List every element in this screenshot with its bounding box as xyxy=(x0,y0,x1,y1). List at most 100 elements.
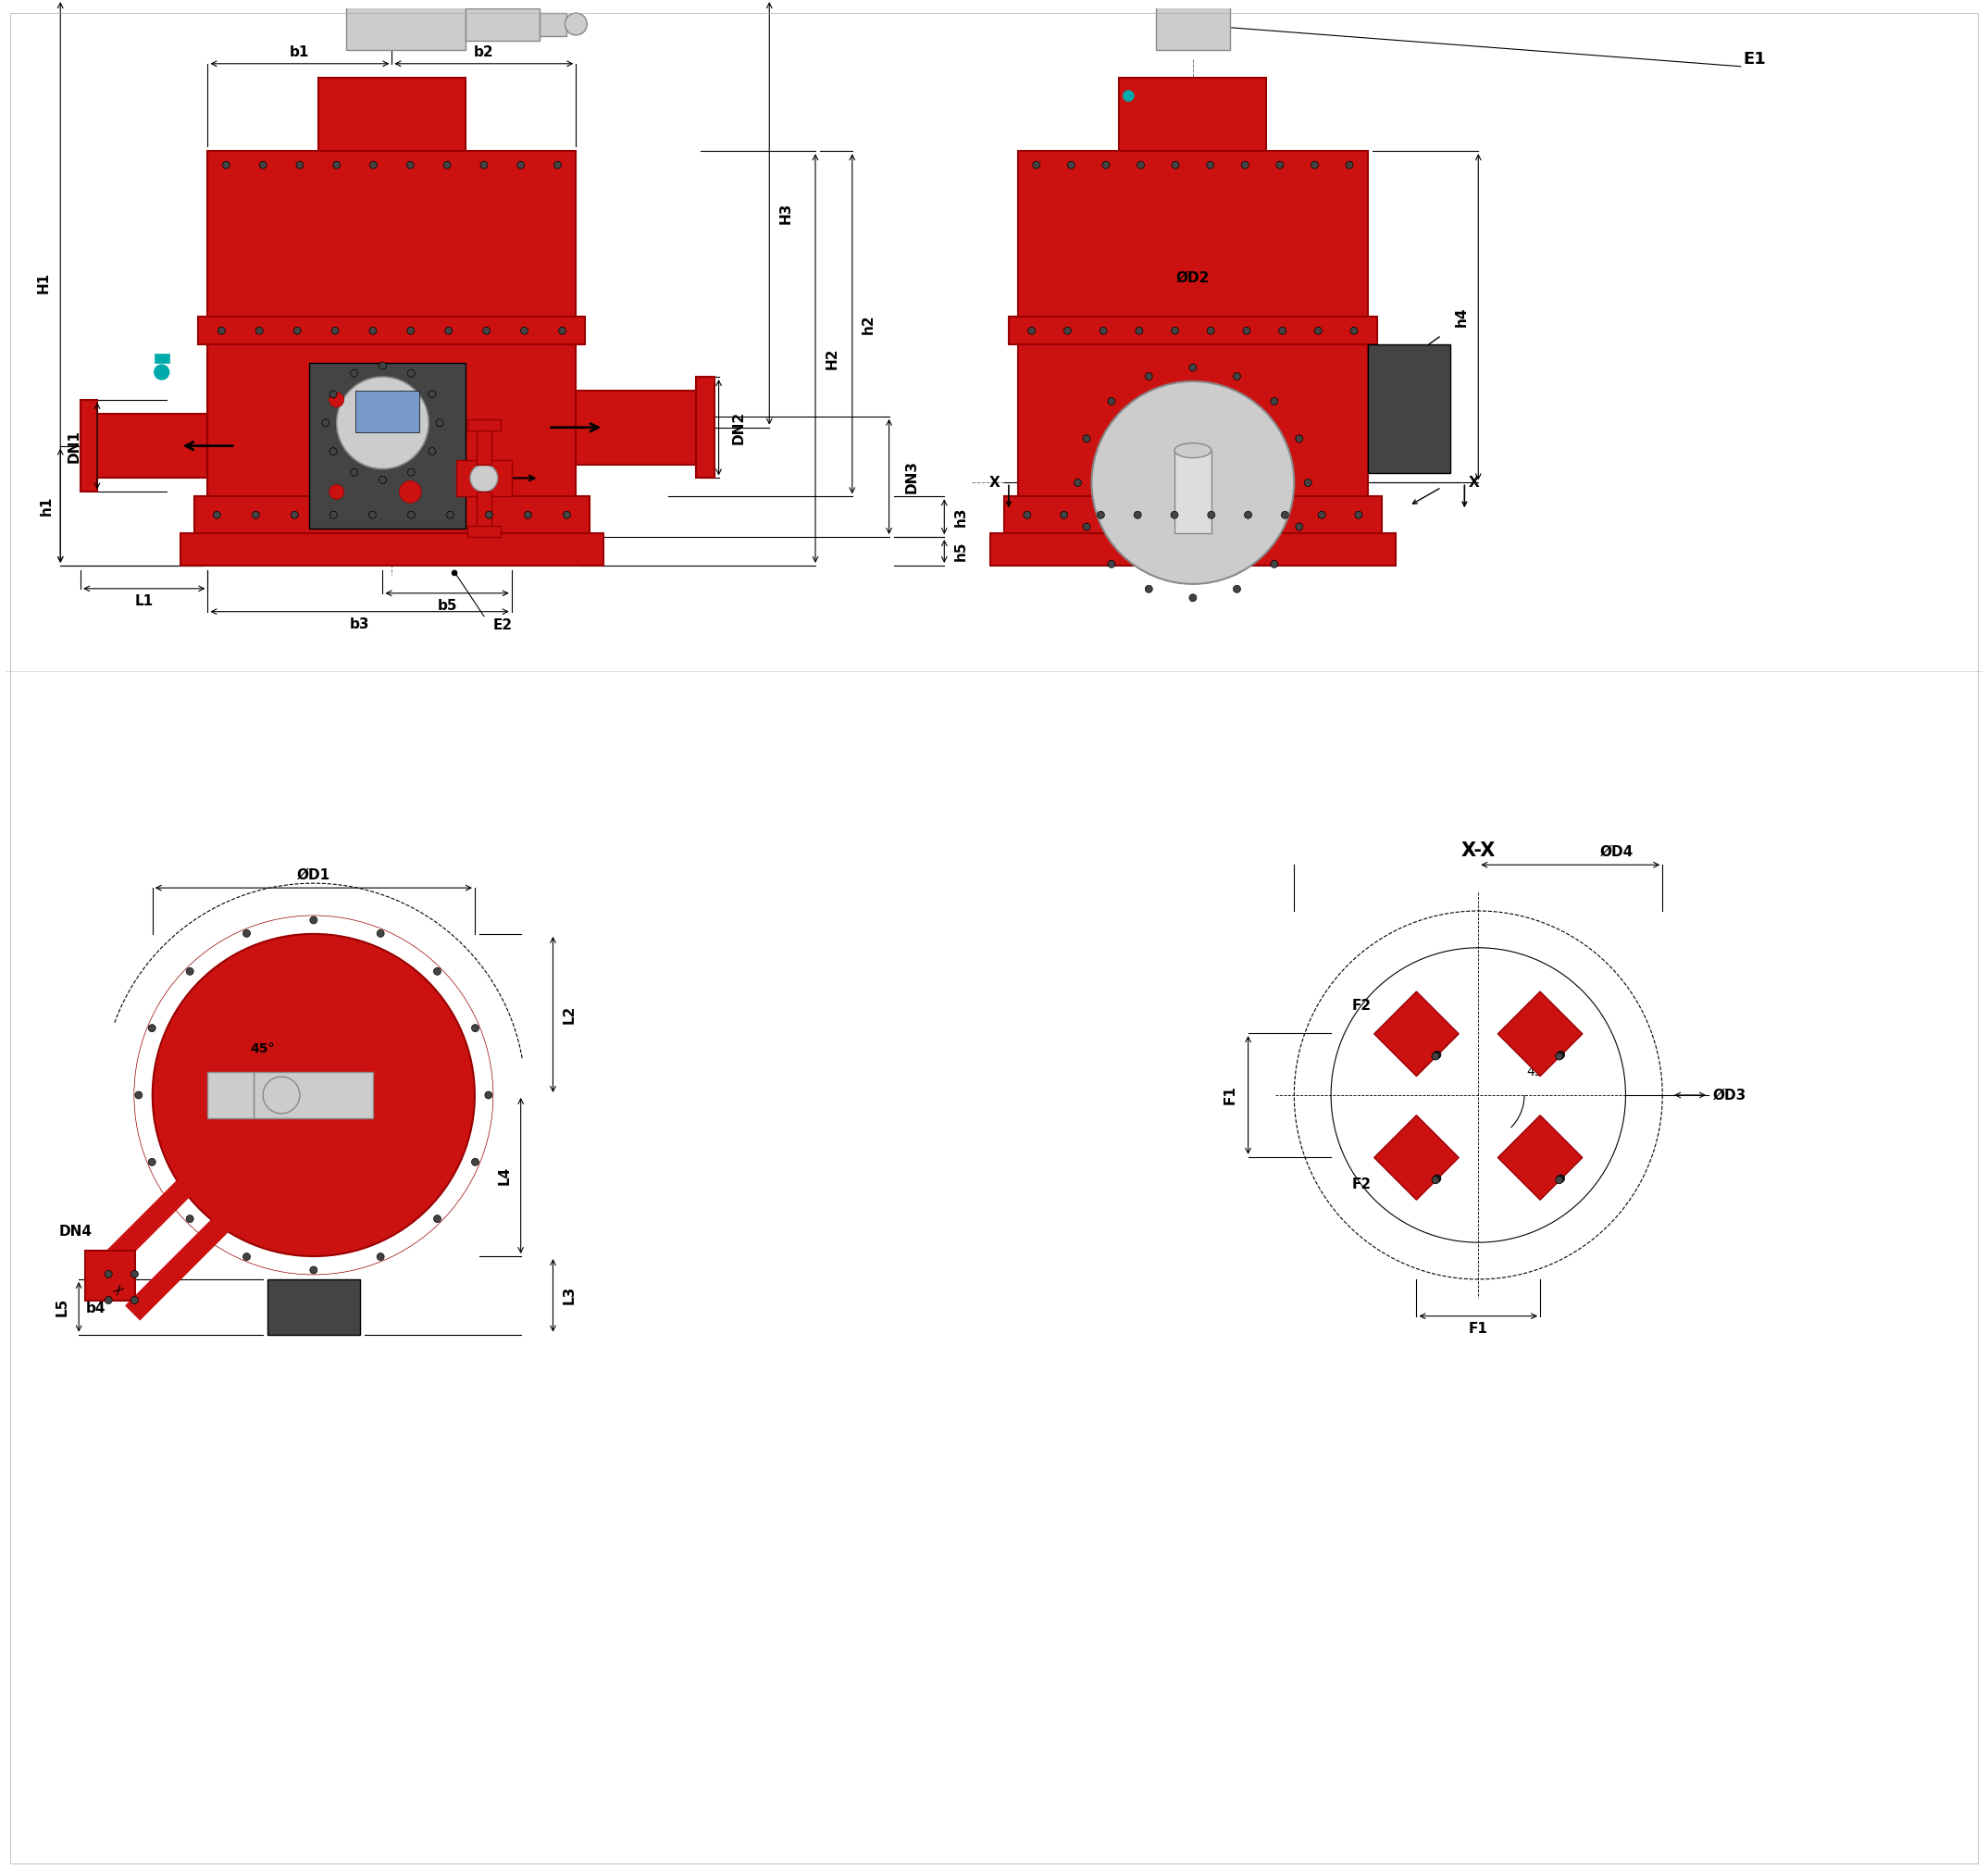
Text: L2: L2 xyxy=(563,1006,577,1024)
Circle shape xyxy=(1171,512,1179,518)
Text: E2: E2 xyxy=(493,619,513,632)
Circle shape xyxy=(433,968,441,976)
Circle shape xyxy=(262,1077,300,1114)
Circle shape xyxy=(1207,327,1215,335)
Circle shape xyxy=(447,512,453,518)
Ellipse shape xyxy=(1175,443,1211,458)
Bar xyxy=(207,151,577,533)
Circle shape xyxy=(1433,1176,1441,1183)
Text: F2: F2 xyxy=(1352,998,1372,1013)
Bar xyxy=(346,0,465,50)
Circle shape xyxy=(155,364,169,379)
Circle shape xyxy=(149,1024,155,1032)
Circle shape xyxy=(483,327,491,335)
Text: H2: H2 xyxy=(825,348,839,370)
Circle shape xyxy=(1145,585,1153,592)
Circle shape xyxy=(443,161,451,168)
Bar xyxy=(1119,77,1266,151)
Circle shape xyxy=(322,419,330,426)
Text: X: X xyxy=(1469,477,1479,490)
Circle shape xyxy=(332,161,340,168)
Text: L1: L1 xyxy=(135,594,153,609)
Circle shape xyxy=(187,968,193,976)
Text: DN1: DN1 xyxy=(68,430,82,462)
Circle shape xyxy=(1074,478,1081,486)
Circle shape xyxy=(105,1271,111,1278)
Bar xyxy=(1018,151,1368,533)
Bar xyxy=(1497,1116,1582,1200)
Bar xyxy=(318,77,465,151)
Bar xyxy=(1008,318,1378,344)
Circle shape xyxy=(1028,327,1036,335)
Circle shape xyxy=(1083,435,1089,443)
Bar xyxy=(457,460,511,497)
Circle shape xyxy=(525,512,531,518)
Bar xyxy=(467,419,501,430)
Circle shape xyxy=(485,1091,493,1099)
Bar xyxy=(97,413,207,478)
Circle shape xyxy=(243,1252,250,1260)
Circle shape xyxy=(1346,161,1354,168)
Circle shape xyxy=(1242,327,1250,335)
Circle shape xyxy=(555,161,561,168)
Text: F2: F2 xyxy=(1352,1177,1372,1192)
Circle shape xyxy=(296,161,304,168)
Circle shape xyxy=(1431,1052,1439,1060)
Circle shape xyxy=(1233,585,1241,592)
Circle shape xyxy=(1433,1052,1439,1060)
Text: ØD1: ØD1 xyxy=(296,867,330,882)
Bar xyxy=(199,318,584,344)
Circle shape xyxy=(435,419,443,426)
Circle shape xyxy=(370,161,378,168)
Circle shape xyxy=(330,484,344,499)
Bar xyxy=(1374,992,1459,1077)
Circle shape xyxy=(1350,327,1358,335)
Circle shape xyxy=(471,1159,479,1166)
Circle shape xyxy=(1356,512,1362,518)
Bar xyxy=(465,9,539,41)
Circle shape xyxy=(1207,161,1215,168)
Circle shape xyxy=(408,512,415,518)
Circle shape xyxy=(1244,512,1252,518)
Circle shape xyxy=(1304,478,1312,486)
Text: ØD2: ØD2 xyxy=(1177,271,1211,286)
Text: 45°: 45° xyxy=(1527,1065,1549,1078)
Text: DN2: DN2 xyxy=(732,411,746,445)
Circle shape xyxy=(408,327,414,335)
Circle shape xyxy=(1099,327,1107,335)
Bar xyxy=(181,533,604,566)
Bar xyxy=(577,391,696,464)
Bar xyxy=(539,13,567,36)
Bar xyxy=(467,525,501,536)
Circle shape xyxy=(563,512,571,518)
Circle shape xyxy=(1189,594,1197,602)
Bar xyxy=(254,1073,374,1118)
Circle shape xyxy=(153,934,475,1256)
Circle shape xyxy=(1189,364,1197,372)
Circle shape xyxy=(243,929,250,936)
Circle shape xyxy=(378,929,384,936)
Circle shape xyxy=(223,161,231,168)
Circle shape xyxy=(1318,512,1326,518)
Bar xyxy=(1004,497,1382,533)
Circle shape xyxy=(1555,1176,1563,1183)
Bar xyxy=(268,1278,360,1334)
Circle shape xyxy=(1296,523,1302,531)
Circle shape xyxy=(1555,1052,1563,1060)
Circle shape xyxy=(1557,1052,1563,1060)
Circle shape xyxy=(1171,327,1179,335)
Circle shape xyxy=(336,378,429,469)
Circle shape xyxy=(1278,327,1286,335)
Circle shape xyxy=(330,449,336,454)
Circle shape xyxy=(1207,512,1215,518)
Text: DN3: DN3 xyxy=(905,460,918,493)
Circle shape xyxy=(1433,1176,1441,1181)
Text: L4: L4 xyxy=(497,1166,511,1185)
Circle shape xyxy=(149,1159,155,1166)
Circle shape xyxy=(350,370,358,378)
Bar xyxy=(990,533,1396,566)
Circle shape xyxy=(400,480,421,503)
Circle shape xyxy=(565,13,586,36)
Text: h4: h4 xyxy=(1455,307,1469,327)
Bar xyxy=(155,353,169,363)
